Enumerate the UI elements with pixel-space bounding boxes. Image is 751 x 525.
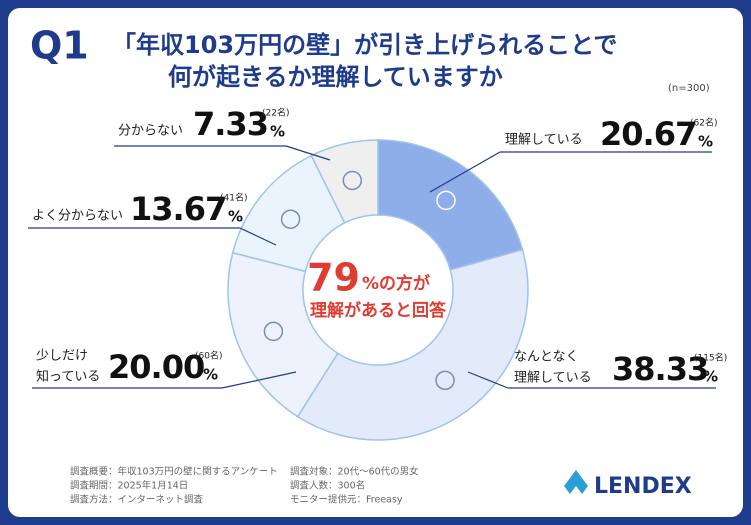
- category-label: 少しだけ: [36, 349, 88, 364]
- unit-label: %: [698, 133, 713, 151]
- unit-label: %: [228, 208, 243, 226]
- panel: [8, 8, 743, 517]
- center-figure: 79: [307, 256, 360, 300]
- count-label: (60名): [195, 350, 222, 362]
- leader-line: [467, 371, 509, 389]
- slice-icon: [435, 370, 455, 391]
- donut-slice: [310, 139, 379, 224]
- category-label: 分からない: [118, 124, 183, 139]
- category-label: よく分からない: [32, 209, 123, 224]
- slice-icon: [280, 209, 301, 229]
- brand: LENDEX: [594, 474, 692, 499]
- category-label: 知っている: [36, 369, 100, 385]
- slice-icon: [342, 170, 363, 191]
- count-label: (62名): [690, 117, 717, 129]
- badge: Q1: [30, 24, 89, 68]
- leader-line: [429, 151, 501, 193]
- slice-icon: [263, 321, 284, 342]
- logo-mark: [564, 470, 588, 494]
- sample-note: (n=300): [668, 83, 710, 94]
- unit-label: %: [703, 368, 718, 386]
- slice-icon: [436, 190, 456, 211]
- slice-label: 分からない 7.33(22名)%: [114, 105, 331, 161]
- unit-label: %: [270, 123, 285, 141]
- category-label: 理解している: [505, 133, 583, 148]
- center-figure-unit: %の方が: [362, 273, 430, 294]
- value-label: 7.33: [193, 105, 268, 143]
- value-label: 38.33: [612, 350, 708, 388]
- slice-label: 理解している 20.67(62名)%: [429, 115, 717, 193]
- footnote: 調査期間：2025年1月14日: [70, 480, 188, 492]
- leader-line: [285, 145, 331, 161]
- count-label: (22名): [262, 107, 289, 119]
- slice-label: よく分からない 13.67(41名)%: [28, 190, 277, 246]
- category-label: 理解している: [514, 371, 592, 386]
- title-line: 「年収103万円の壁」が引き上げられることで: [112, 31, 617, 59]
- leader-line: [239, 227, 277, 246]
- count-label: (115名): [694, 352, 727, 364]
- donut-slice: [296, 248, 529, 441]
- footnote: モニター提供元：Freeasy: [290, 494, 403, 506]
- leader-line: [221, 371, 297, 389]
- footnote: 調査人数：300名: [290, 480, 365, 492]
- unit-label: %: [203, 366, 218, 384]
- category-label: なんとなく: [514, 350, 579, 365]
- count-label: (41名): [220, 192, 247, 204]
- center-text-line: 理解があると回答: [310, 300, 447, 321]
- footnote: 調査概要：年収103万円の壁に関するアンケート: [70, 466, 278, 478]
- value-label: 13.67: [130, 190, 226, 228]
- center-text: 79 %の方が 理解があると回答: [307, 256, 447, 322]
- footnote: 調査対象：20代～60代の男女: [290, 466, 419, 478]
- value-label: 20.00: [108, 348, 204, 386]
- logo: LENDEX: [564, 470, 692, 499]
- value-label: 20.67: [600, 115, 696, 153]
- donut-slice: [377, 139, 524, 271]
- footnote: 調査方法：インターネット調査: [70, 494, 204, 506]
- title-line: 何が起きるか理解していますか: [168, 63, 503, 91]
